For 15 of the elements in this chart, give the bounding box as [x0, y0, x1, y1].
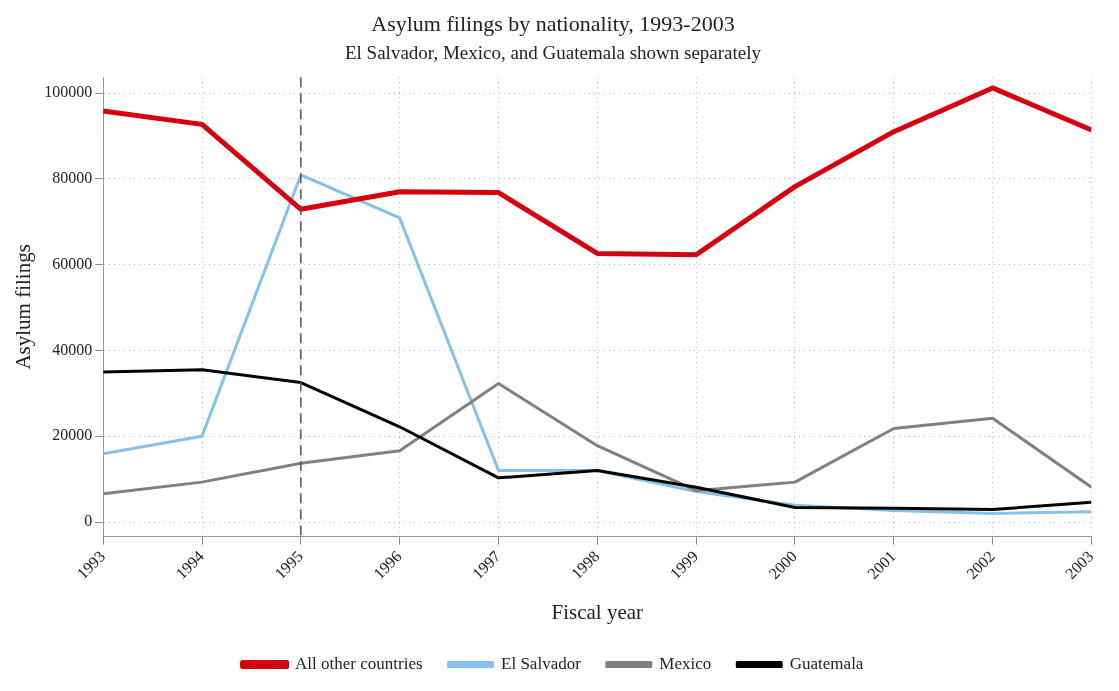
legend-label: All other countries: [295, 653, 423, 673]
y-tick-label: 40000: [52, 340, 93, 358]
y-tick-label: 0: [84, 512, 93, 530]
legend-label: El Salvador: [501, 653, 582, 673]
x-tick-label: 1993: [73, 547, 109, 583]
chart-subtitle: El Salvador, Mexico, and Guatemala shown separately: [344, 41, 762, 63]
y-tick-label: 60000: [52, 254, 93, 272]
legend-label: Guatemala: [789, 653, 864, 673]
y-axis-title: Asylum filings: [11, 244, 36, 370]
x-axis-title: Fiscal year: [551, 599, 644, 624]
legend-label: Mexico: [659, 653, 712, 673]
chart-title: Asylum filings by nationality, 1993-2003: [371, 10, 735, 36]
y-tick-label: 100000: [44, 83, 93, 101]
y-tick-label: 80000: [52, 169, 93, 187]
y-tick-label: 20000: [52, 426, 93, 444]
